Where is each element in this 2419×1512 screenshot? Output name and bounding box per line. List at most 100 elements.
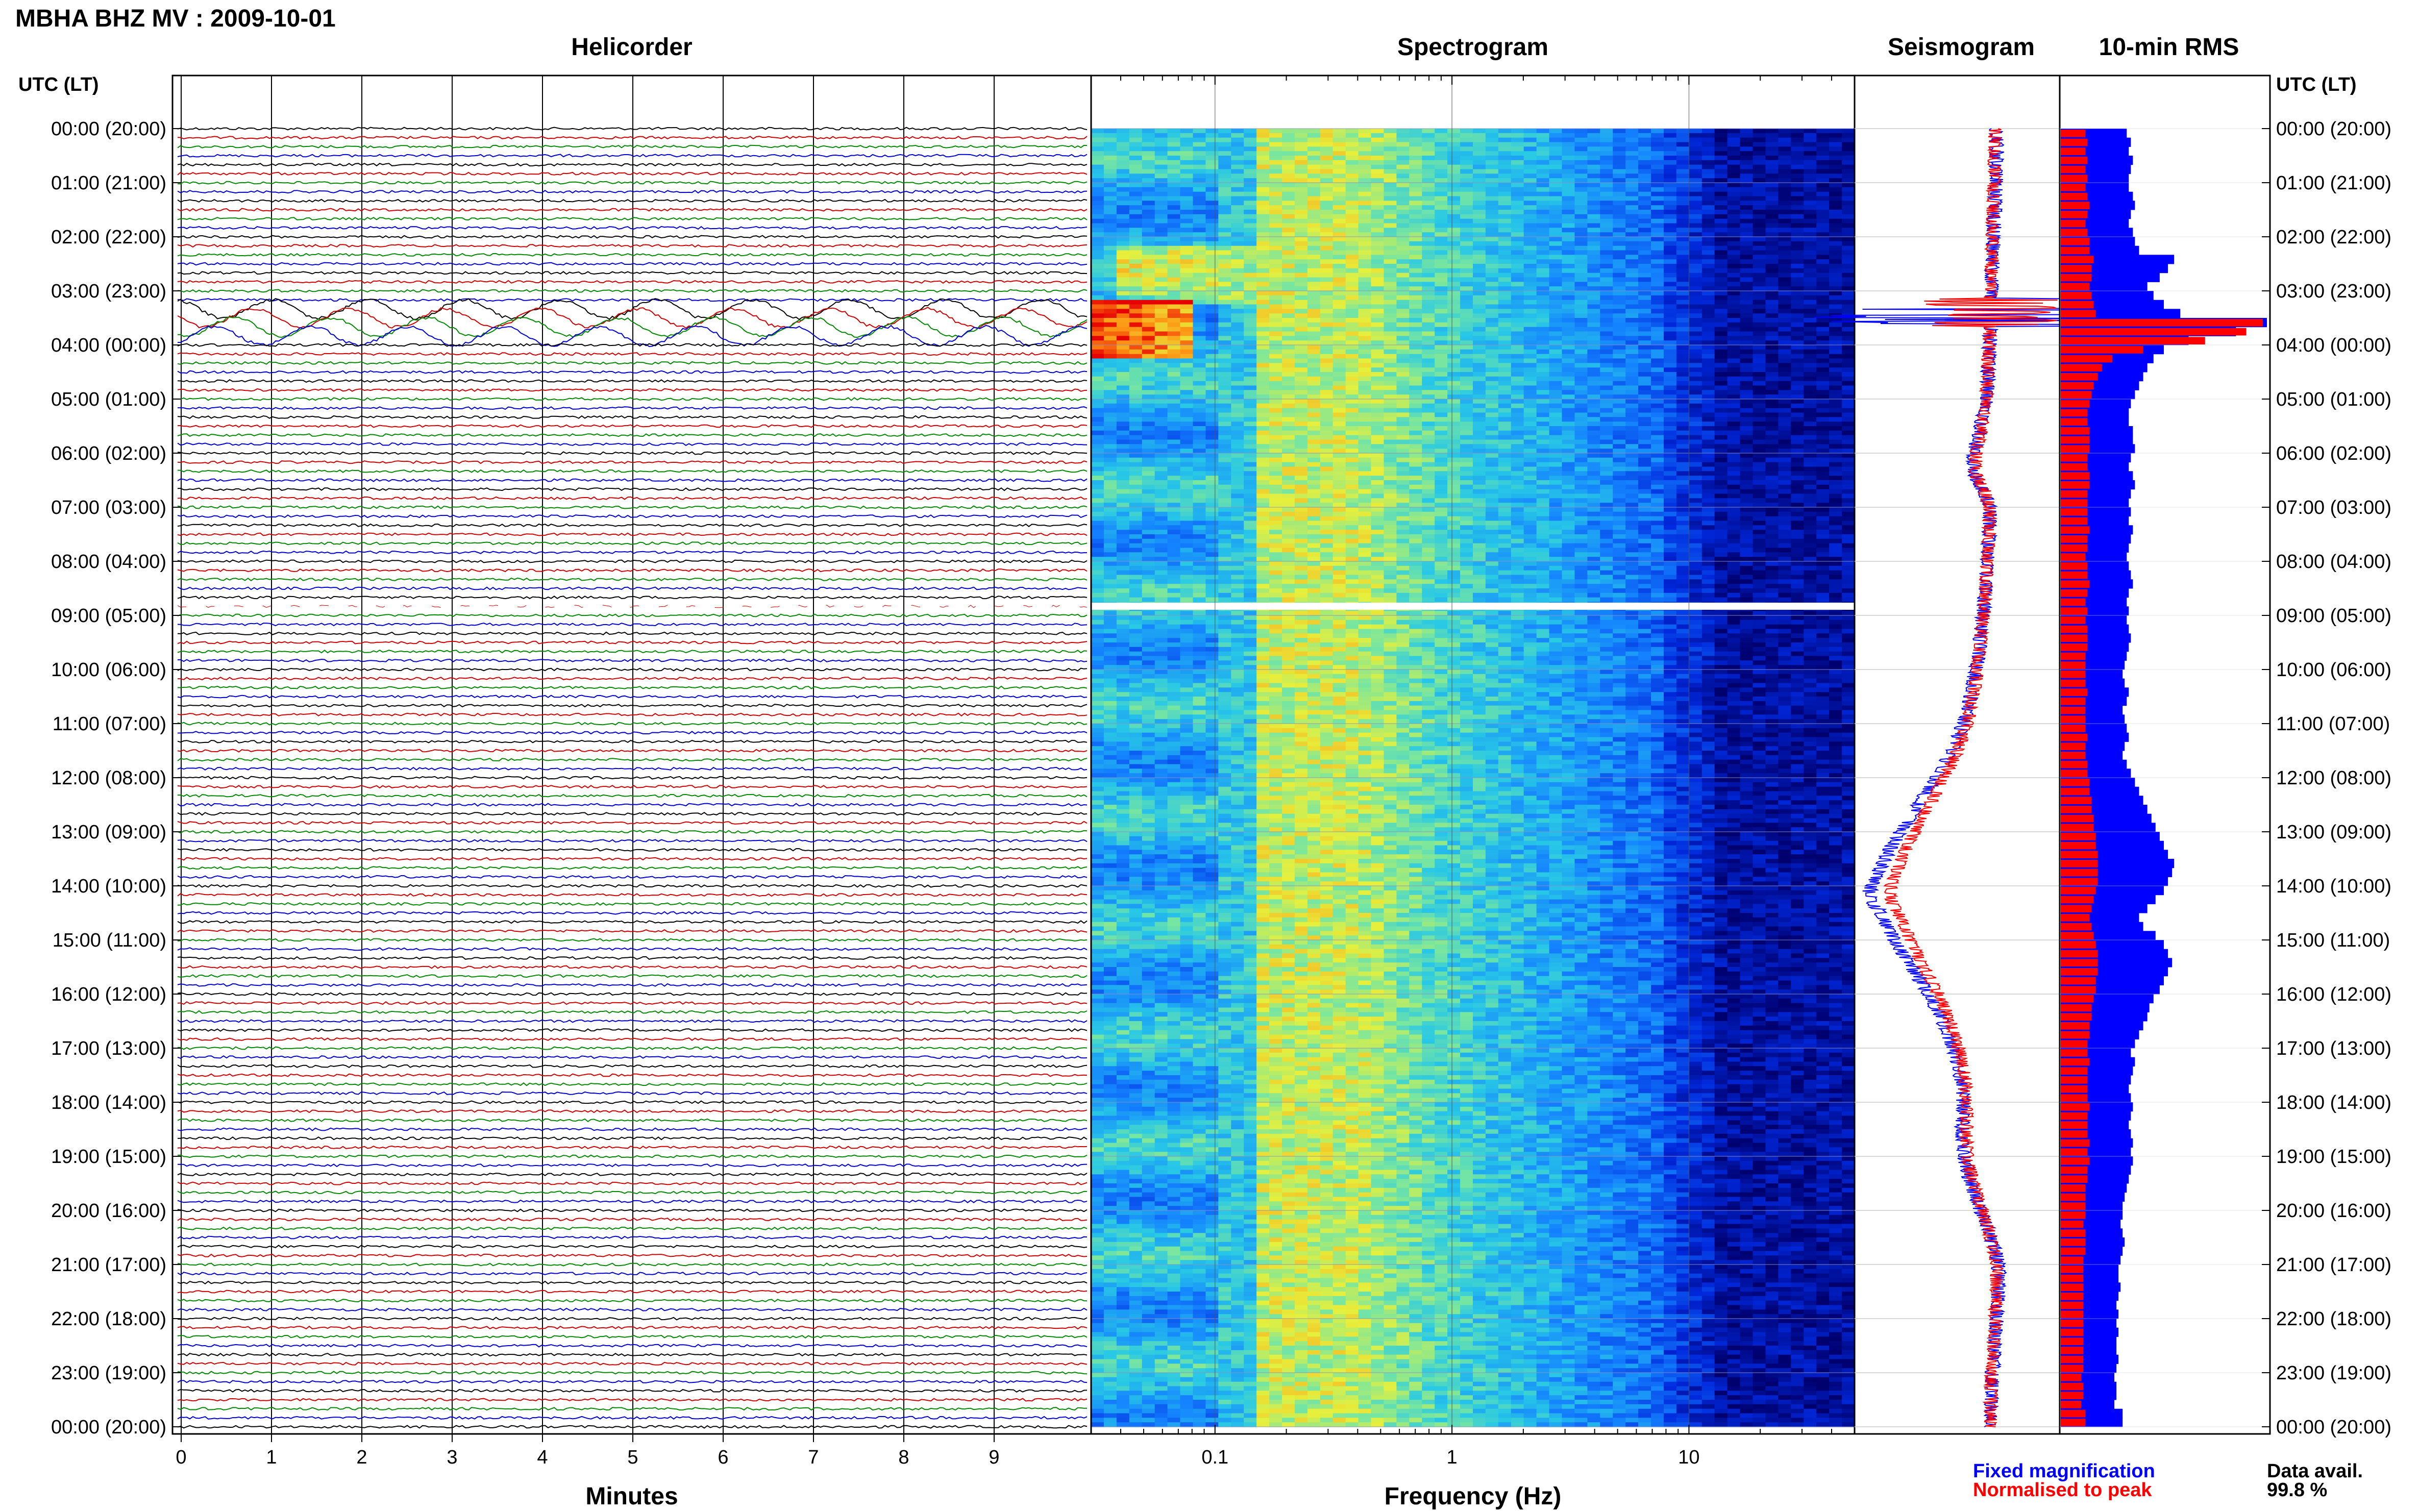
spectrogram-cell xyxy=(1765,435,1779,440)
spectrogram-cell xyxy=(1116,318,1130,323)
spectrogram-cell xyxy=(1460,385,1473,390)
spectrogram-cell xyxy=(1435,435,1448,440)
spectrogram-cell xyxy=(1587,376,1600,382)
spectrogram-cell xyxy=(1218,160,1231,165)
spectrogram-cell xyxy=(1600,345,1613,350)
spectrogram-cell xyxy=(1511,336,1524,341)
spectrogram-cell xyxy=(1409,282,1422,287)
spectrogram-cell xyxy=(1511,453,1524,458)
spectrogram-cell xyxy=(1791,228,1804,233)
spectrogram-cell xyxy=(1193,480,1206,485)
spectrogram-cell xyxy=(1180,435,1193,440)
spectrogram-cell xyxy=(1638,255,1651,260)
spectrogram-cell xyxy=(1676,444,1690,449)
spectrogram-cell xyxy=(1485,268,1499,274)
helicorder-trace xyxy=(177,433,1088,437)
spectrogram-cell xyxy=(1791,291,1804,296)
spectrogram-cell xyxy=(1103,336,1117,341)
spectrogram-cell xyxy=(1167,336,1181,341)
spectrogram-cell xyxy=(1460,272,1473,278)
spectrogram-cell xyxy=(1193,363,1206,368)
spectrogram-cell xyxy=(1282,476,1295,481)
spectrogram-cell xyxy=(1167,300,1181,305)
spectrogram-cell xyxy=(1523,322,1537,328)
spectrogram-cell xyxy=(1562,164,1575,170)
helicorder-trace xyxy=(177,1100,1088,1104)
spectrogram-cell xyxy=(1409,476,1422,481)
spectrogram-cell xyxy=(1205,277,1219,282)
spectrogram-cell xyxy=(1511,449,1524,454)
spectrogram-cell xyxy=(1422,376,1435,382)
spectrogram-cell xyxy=(1193,255,1206,260)
spectrogram-cell xyxy=(1294,476,1308,481)
spectrogram-cell xyxy=(1180,417,1193,422)
spectrogram-cell xyxy=(1562,183,1575,188)
spectrogram-cell xyxy=(1664,151,1677,156)
spectrogram-cell xyxy=(1727,232,1741,237)
spectrogram-cell xyxy=(1447,146,1461,152)
spectrogram-cell xyxy=(1193,300,1206,305)
spectrogram-cell xyxy=(1244,417,1257,422)
spectrogram-cell xyxy=(1422,286,1435,291)
spectrogram-cell xyxy=(1701,462,1715,467)
spectrogram-cell xyxy=(1103,291,1117,296)
spectrogram-cell xyxy=(1651,282,1664,287)
spectrogram-cell xyxy=(1473,367,1486,373)
spectrogram-cell xyxy=(1320,412,1334,417)
spectrogram-cell xyxy=(1307,457,1321,463)
spectrogram-cell xyxy=(1473,444,1486,449)
spectrogram-cell xyxy=(1752,232,1766,237)
spectrogram-cell xyxy=(1689,462,1702,467)
spectrogram-cell xyxy=(1345,237,1359,242)
spectrogram-cell xyxy=(1523,471,1537,476)
spectrogram-cell xyxy=(1549,430,1563,436)
spectrogram-cell xyxy=(1600,471,1613,476)
spectrogram-cell xyxy=(1231,218,1244,224)
spectrogram-cell xyxy=(1409,142,1422,147)
spectrogram-cell xyxy=(1549,142,1563,147)
spectrogram-cell xyxy=(1689,187,1702,192)
spectrogram-cell xyxy=(1600,228,1613,233)
spectrogram-cell xyxy=(1218,403,1231,409)
spectrogram-cell xyxy=(1396,255,1410,260)
spectrogram-cell xyxy=(1804,439,1817,444)
spectrogram-cell xyxy=(1804,245,1817,251)
spectrogram-cell xyxy=(1485,457,1499,463)
spectrogram-cell xyxy=(1511,201,1524,206)
spectrogram-cell xyxy=(1180,196,1193,201)
spectrogram-cell xyxy=(1332,394,1346,400)
spectrogram-cell xyxy=(1307,210,1321,215)
spectrogram-cell xyxy=(1600,173,1613,179)
spectrogram-cell xyxy=(1422,151,1435,156)
spectrogram-cell xyxy=(1740,422,1754,427)
spectrogram-cell xyxy=(1422,241,1435,246)
spectrogram-cell xyxy=(1116,210,1130,215)
spectrogram-cell xyxy=(1778,318,1791,323)
spectrogram-cell xyxy=(1384,412,1397,417)
spectrogram-cell xyxy=(1409,218,1422,224)
spectrogram-cell xyxy=(1358,430,1372,436)
spectrogram-cell xyxy=(1180,259,1193,264)
spectrogram-cell xyxy=(1294,318,1308,323)
spectrogram-cell xyxy=(1422,164,1435,170)
spectrogram-cell xyxy=(1816,300,1830,305)
spectrogram-cell xyxy=(1091,178,1104,183)
spectrogram-cell xyxy=(1791,358,1804,363)
spectrogram-cell xyxy=(1714,164,1728,170)
spectrogram-cell xyxy=(1574,259,1588,264)
spectrogram-cell xyxy=(1396,237,1410,242)
spectrogram-cell xyxy=(1714,471,1728,476)
spectrogram-cell xyxy=(1167,489,1181,494)
spectrogram-cell xyxy=(1473,417,1486,422)
spectrogram-cell xyxy=(1727,183,1741,188)
spectrogram-cell xyxy=(1816,354,1830,359)
spectrogram-cell xyxy=(1536,156,1550,161)
spectrogram-cell xyxy=(1384,403,1397,409)
spectrogram-cell xyxy=(1244,309,1257,314)
spectrogram-cell xyxy=(1613,394,1626,400)
spectrogram-cell xyxy=(1498,489,1512,494)
spectrogram-cell xyxy=(1422,476,1435,481)
spectrogram-cell xyxy=(1320,183,1334,188)
spectrogram-cell xyxy=(1638,408,1651,413)
spectrogram-cell xyxy=(1549,327,1563,332)
